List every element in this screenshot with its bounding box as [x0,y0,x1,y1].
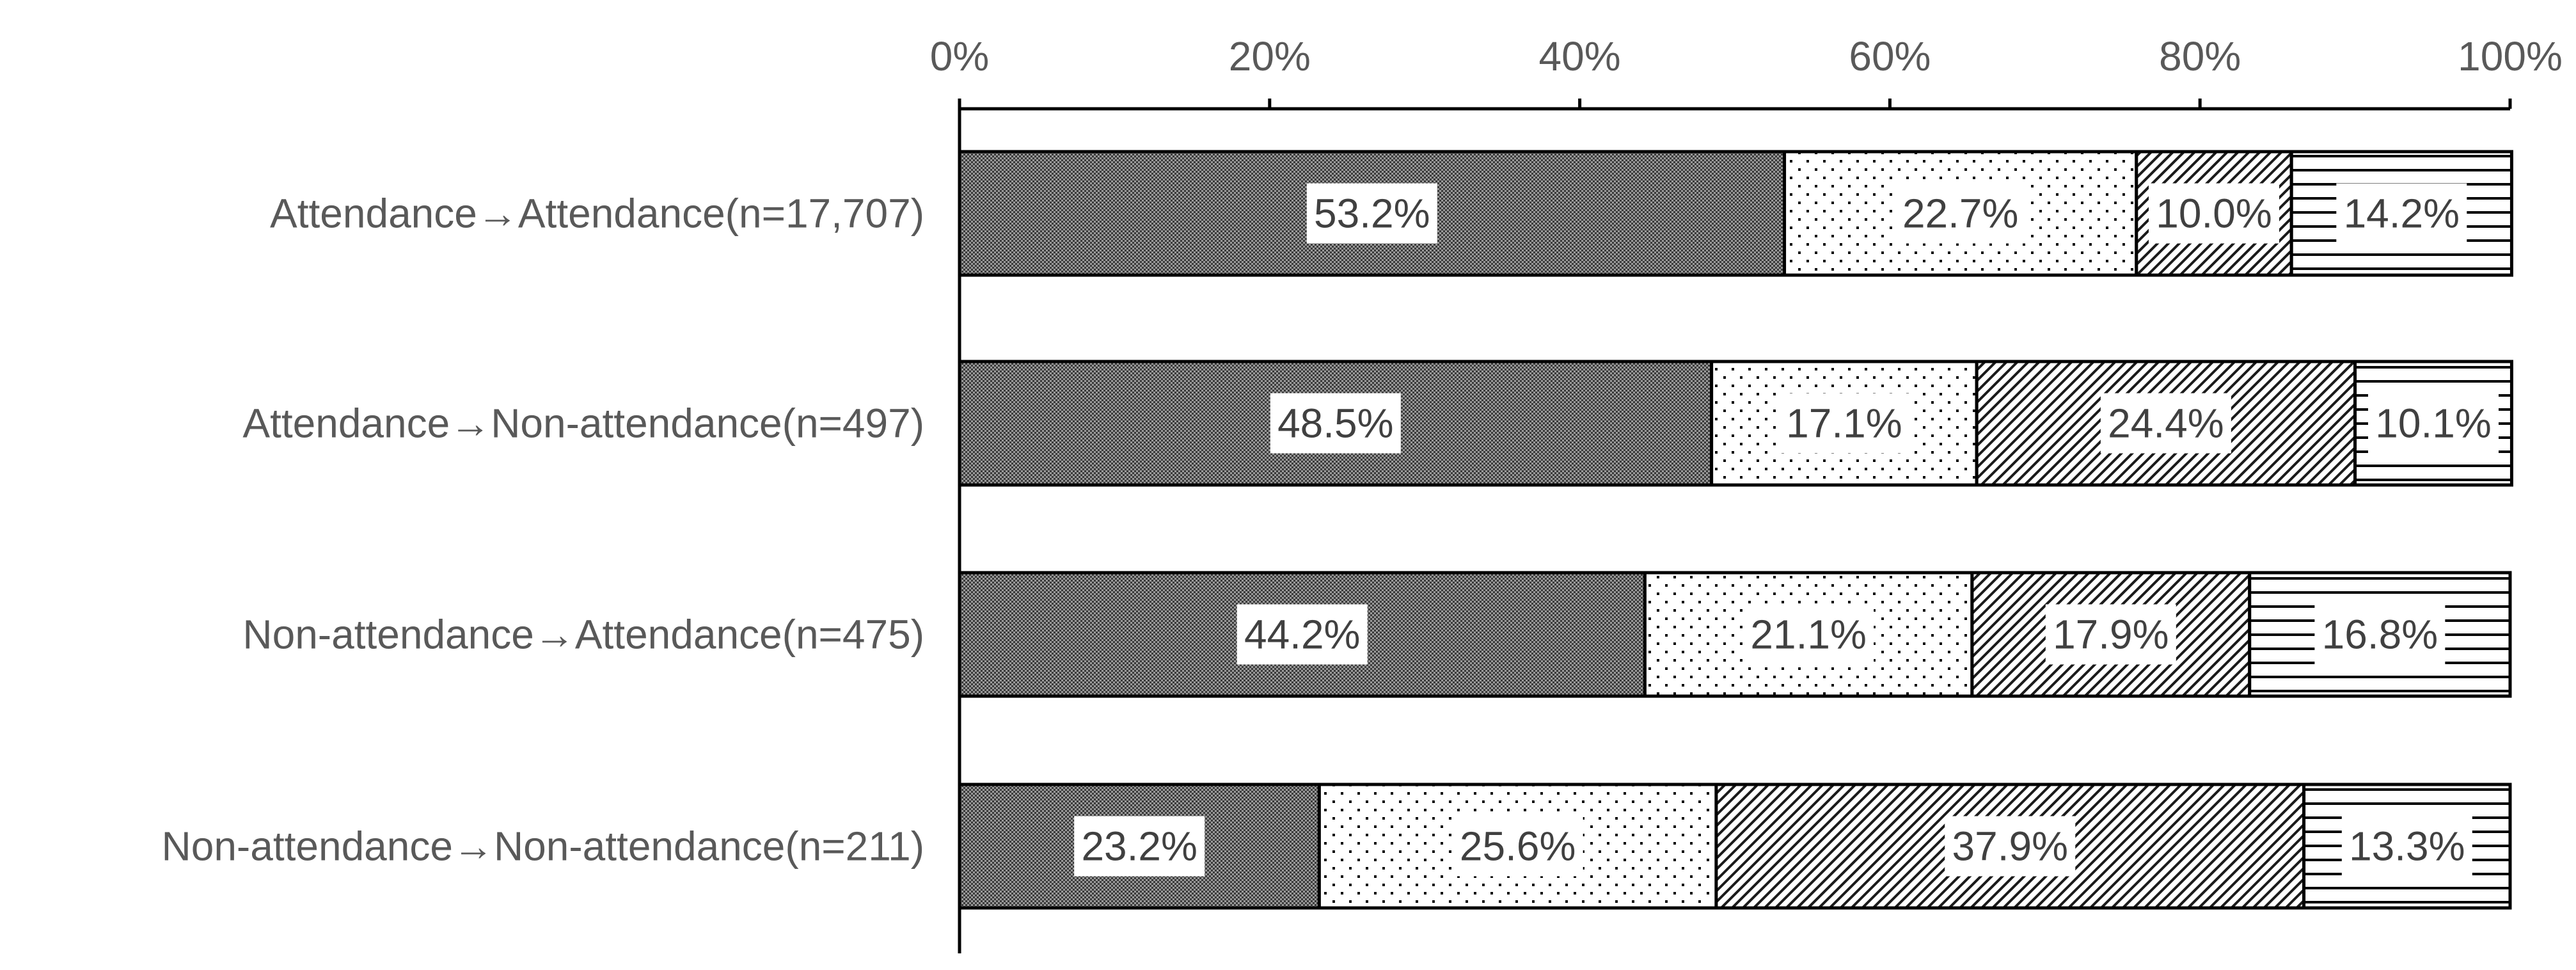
data-label-bg [2341,816,2472,877]
data-label-bg [2149,183,2280,244]
data-label-bg [1270,393,1401,454]
x-tick-label: 0% [930,33,990,79]
data-label: 44.2% [1244,612,1360,658]
x-tick-label: 40% [1539,33,1621,79]
data-label: 10.1% [2375,401,2491,447]
labels-layer: 53.2% 22.7% 10.0% 14.2% 48.5% 17.1% 24.4% 10.1%… [1074,183,2499,877]
category-label: Attendance→Attendance(n=17,707) [270,191,924,237]
x-tick-label: 60% [1849,33,1931,79]
data-label-bg [2100,393,2231,454]
data-label: 17.9% [2053,612,2169,658]
data-label-bg [2045,604,2176,665]
data-label-bg [1074,816,1205,877]
data-label: 24.4% [2108,401,2224,447]
category-label: Attendance→Non-attendance(n=497) [242,401,924,447]
x-tick-label: 80% [2159,33,2241,79]
data-label: 17.1% [1786,401,1902,447]
bar-segment [958,571,1647,698]
data-label: 14.2% [2344,191,2460,237]
axis-layer: 0% 20% 40% 60% 80% 100% Attendance→Attendance(… [162,33,2563,953]
data-label: 13.3% [2349,823,2465,870]
data-label-bg [1237,604,1368,665]
data-label: 23.2% [1081,823,1197,870]
data-label-bg [1452,816,1583,877]
data-label: 21.1% [1750,612,1866,658]
bars-layer [958,150,2513,910]
data-label: 48.5% [1277,401,1393,447]
x-tick-label: 100% [2458,33,2563,79]
data-label-bg [1306,183,1437,244]
data-label: 37.9% [1952,823,2068,870]
data-label-bg [2336,183,2467,244]
data-label-bg [2368,393,2499,454]
data-label: 16.8% [2322,612,2438,658]
data-label-bg [1945,816,2076,877]
category-label: Non-attendance→Attendance(n=475) [242,612,924,658]
x-tick-label: 20% [1229,33,1311,79]
data-label-bg [2314,604,2446,665]
data-label: 53.2% [1314,191,1430,237]
data-label-bg [1895,183,2026,244]
data-label-bg [1778,393,1909,454]
data-label: 25.6% [1460,823,1576,870]
data-label-bg [1743,604,1874,665]
data-label: 22.7% [1902,191,2018,237]
category-label: Non-attendance→Non-attendance(n=211) [162,823,925,870]
data-label: 10.0% [2156,191,2272,237]
